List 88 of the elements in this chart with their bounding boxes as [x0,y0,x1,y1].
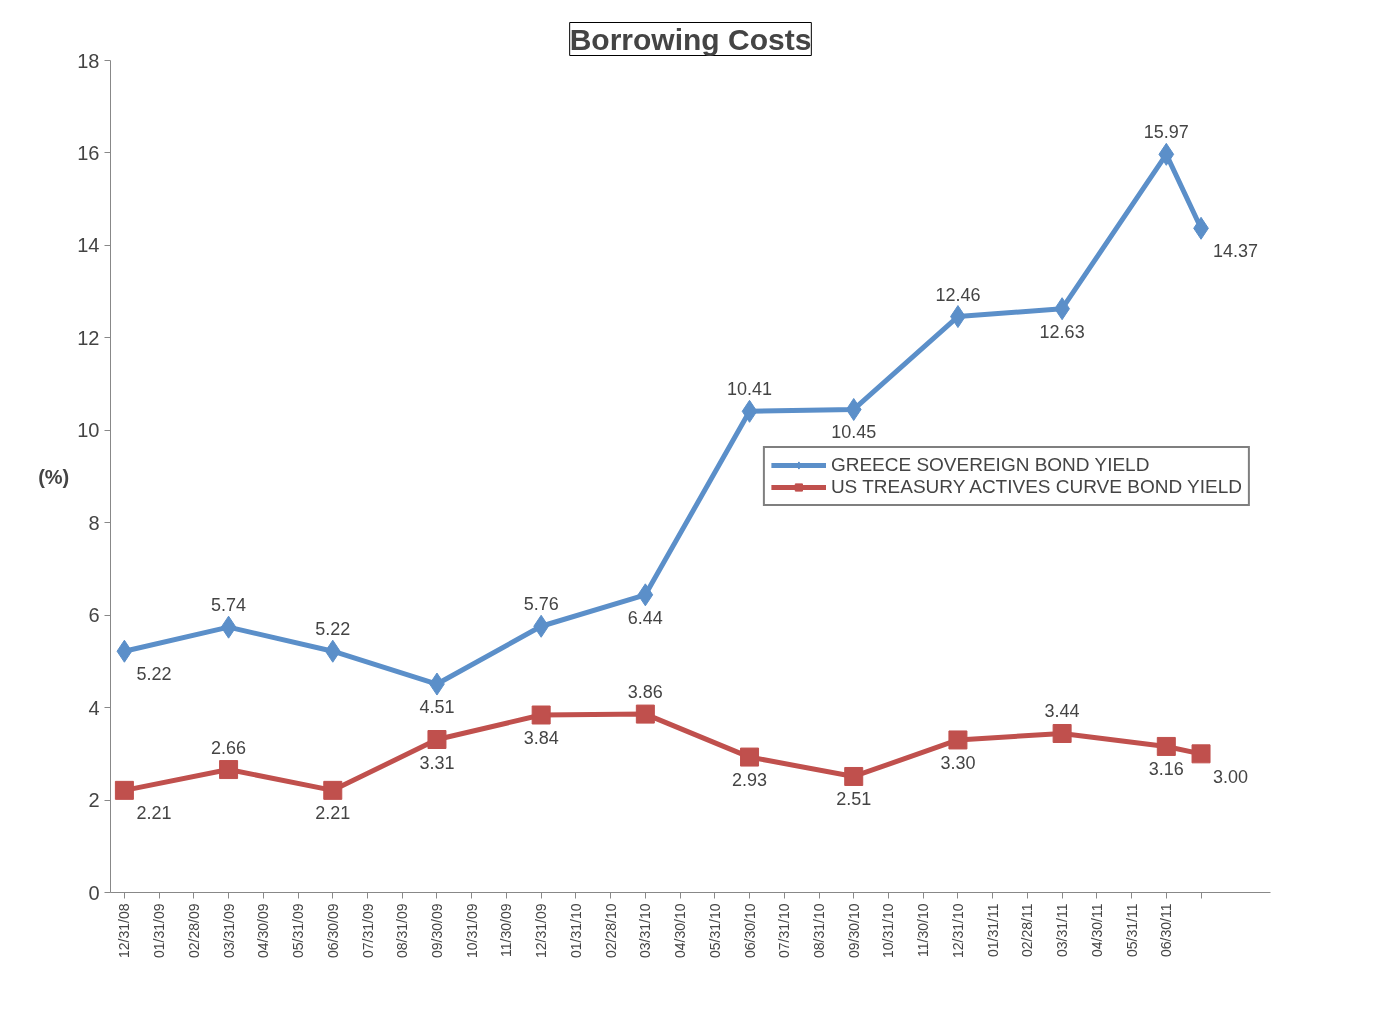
x-tick-label: 03/31/09 [220,903,237,958]
y-axis-title: (%) [38,465,70,488]
x-tick-label: 01/31/11 [984,903,1001,957]
y-tick-label: 8 [88,511,100,534]
data-label: 3.00 [1213,766,1249,787]
x-tick-label: 04/30/10 [672,903,689,958]
point [1156,736,1176,756]
data-label: 12.63 [1039,321,1085,342]
x-tick-label: 07/31/10 [776,903,793,958]
point [1052,724,1072,743]
y-tick-label: 2 [88,789,100,812]
y-tick-label: 6 [88,604,100,627]
x-tick-label: 03/31/10 [637,903,654,958]
y-tick-label: 16 [77,141,100,164]
x-tick-label: 02/28/09 [185,903,202,958]
data-label: 10.41 [727,379,773,400]
x-tick-label: 05/31/11 [1123,903,1140,957]
data-label: 3.44 [1044,701,1080,722]
point [845,397,862,421]
data-label: 2.21 [315,803,351,824]
x-tick-label: 09/30/10 [845,903,862,958]
point [324,639,341,663]
y-tick-label: 18 [77,49,100,72]
x-tick-label: 05/31/09 [290,903,307,958]
x-tick-label: 12/31/09 [533,903,550,958]
x-tick-label: 11/30/09 [498,903,515,957]
point [740,747,760,767]
data-label: 12.46 [935,284,981,305]
point [1191,744,1211,764]
data-label: 4.51 [419,697,455,718]
data-label: 3.30 [940,752,976,773]
point [1158,142,1175,166]
x-tick-label: 06/30/09 [324,903,341,958]
x-tick-label: 05/31/10 [706,903,723,958]
x-tick-label: 11/30/10 [915,903,932,957]
point [323,780,343,800]
data-label: 2.93 [732,770,768,791]
y-tick-label: 14 [77,234,100,257]
y-tick-label: 0 [88,881,100,904]
data-label: 2.51 [836,789,872,810]
y-tick-label: 10 [77,419,100,442]
x-tick-label: 12/31/10 [949,903,966,958]
x-tick-label: 10/31/09 [463,903,480,958]
point [219,760,239,780]
x-tick-label: 08/31/10 [811,903,827,958]
y-tick-label: 12 [77,326,100,349]
data-label: 3.84 [523,728,559,749]
legend-label: GREECE SOVEREIGN BOND YIELD [830,454,1150,476]
point [116,639,133,663]
point [220,615,237,639]
x-tick-label: 02/28/10 [602,903,619,958]
point [114,780,134,800]
x-tick-label: 03/31/11 [1054,903,1071,957]
x-tick-label: 02/28/11 [1019,903,1036,957]
data-label: 5.74 [211,595,247,616]
data-label: 2.66 [211,737,247,758]
x-tick-label: 09/30/09 [428,903,445,958]
x-tick-label: 01/31/10 [567,903,584,958]
data-label: 2.21 [136,803,172,824]
data-label: 5.76 [523,594,559,615]
point [531,705,551,725]
point [741,399,758,423]
x-tick-label: 12/31/08 [116,903,133,958]
x-tick-label: 01/31/09 [151,903,168,958]
x-tick-label: 06/30/11 [1158,903,1175,957]
data-label: 5.22 [136,664,172,685]
point [427,730,447,749]
point [948,730,968,750]
data-label: 3.16 [1148,759,1184,780]
x-tick-label: 04/30/11 [1088,903,1105,957]
y-tick-label: 4 [88,696,100,719]
data-label: 5.22 [315,619,351,640]
x-tick-label: 06/30/10 [741,903,758,958]
data-label: 10.45 [831,422,877,443]
data-label: 15.97 [1143,122,1189,143]
data-label: 3.31 [419,752,455,773]
x-tick-label: 08/31/09 [394,903,411,958]
point [637,583,654,607]
data-label: 6.44 [627,607,663,628]
x-tick-label: 07/31/09 [359,903,376,958]
x-tick-label: 10/31/10 [880,903,897,958]
point [635,704,655,724]
x-tick-label: 04/30/09 [255,903,272,958]
data-label: 3.86 [627,682,663,703]
data-label: 14.37 [1213,241,1259,262]
chart-title: Borrowing Costs [569,22,812,56]
point [844,766,864,786]
legend-label: US TREASURY ACTIVES CURVE BOND YIELD [830,476,1242,498]
